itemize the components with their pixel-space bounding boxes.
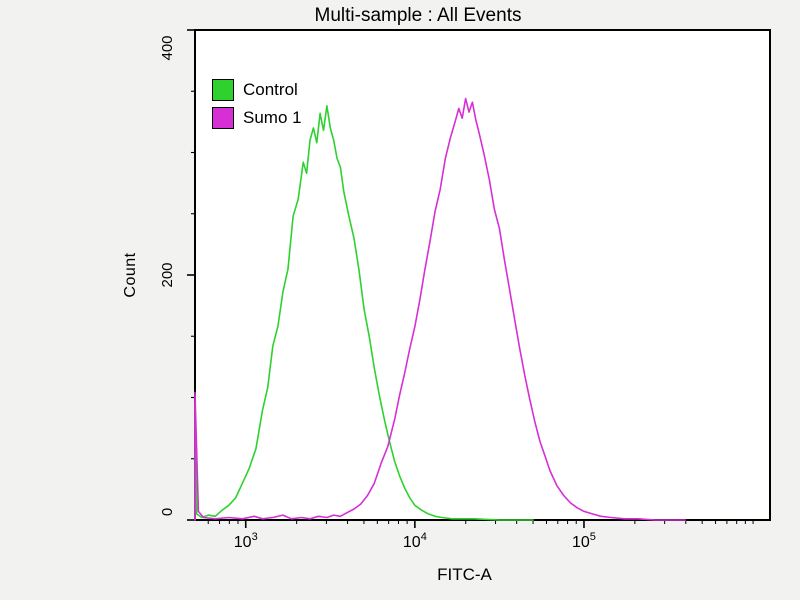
sumo1-color-swatch [212, 107, 234, 129]
legend: Control Sumo 1 [212, 79, 302, 129]
x-tick-label: 104 [403, 531, 427, 551]
y-axis-title: Count [122, 252, 139, 298]
x-tick-label: 105 [572, 531, 596, 551]
legend-label-sumo1: Sumo 1 [243, 108, 302, 127]
legend-item-control: Control [212, 79, 302, 101]
curve-control [194, 105, 535, 521]
chart-title: Multi-sample : All Events [314, 5, 522, 26]
control-color-swatch [212, 79, 234, 101]
legend-item-sumo1: Sumo 1 [212, 107, 302, 129]
x-axis-title: FITC-A [437, 565, 492, 584]
y-tick-label: 0 [159, 508, 176, 516]
x-tick-label: 103 [234, 531, 258, 551]
legend-label-control: Control [243, 80, 298, 99]
y-tick-label: 400 [159, 35, 176, 60]
y-tick-label: 200 [159, 262, 176, 287]
plot-frame [194, 29, 771, 521]
curve-sumo-1 [194, 97, 687, 521]
